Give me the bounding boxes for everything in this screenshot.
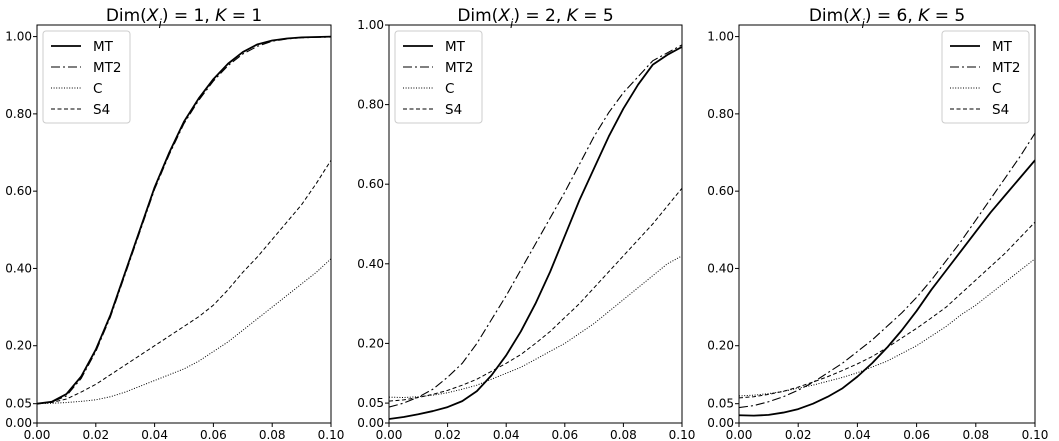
legend-label-c: C [992,81,1001,97]
title-part: Dim( [457,6,498,26]
series-line-mt [389,46,682,420]
title-part: K [215,6,228,26]
chart-title: Dim(Xi) = 6, K = 5 [809,6,965,31]
y-tick-label: 0.00 [357,416,384,430]
title-part: i [861,17,865,31]
legend-label-s4: S4 [992,102,1009,118]
x-tick-label: 0.10 [1022,428,1049,441]
y-tick-label: 0.05 [5,397,32,411]
title-part: i [510,17,514,31]
legend-label-c: C [93,81,102,97]
legend: MT MT2 C S4 [941,30,1030,124]
x-tick-label: 0.00 [376,428,403,441]
series-line-s4 [739,221,1035,399]
axes-frame [388,24,683,424]
y-tick-label: 0.05 [707,397,734,411]
legend-box [941,30,1030,124]
y-tick-label: 0.60 [707,184,734,198]
legend-label-c: C [445,81,454,97]
y-tick-label: 0.00 [707,416,734,430]
y-tick-label: 0.80 [5,107,32,121]
chart-panel-2: Dim(Xi) = 2, K = 5 0.00 0.02 0.04 0.06 0.08 0.… [357,6,695,441]
title-part: ) = 6, [865,6,918,26]
series-group [37,35,331,405]
x-tick-label: 0.02 [82,428,109,441]
axes-frame [36,24,332,424]
y-tick-label: 0.05 [357,396,384,410]
y-tick-label: 0.00 [5,416,32,430]
series-group [739,132,1035,417]
title-part: X [497,6,510,26]
x-tick-label: 0.08 [610,428,637,441]
legend-label-s4: S4 [445,102,462,118]
series-line-c [739,258,1035,397]
y-tick-label: 0.20 [5,339,32,353]
legend-label-mt2: MT2 [992,60,1020,76]
y-tick-label: 1.00 [357,18,384,32]
chart-panel-1: Dim(Xi) = 1, K = 1 0.00 0.02 0.04 0.06 0.08 0.… [5,6,344,441]
chart-title: Dim(Xi) = 1, K = 1 [106,6,262,31]
y-tick-label: 0.20 [707,339,734,353]
legend-label-mt: MT [992,39,1013,55]
y-tick-label: 0.20 [357,336,384,350]
series-line-s4 [37,159,331,405]
title-part: K [918,6,931,26]
title-part: ) = 2, [513,6,566,26]
y-tick-label: 1.00 [5,30,32,44]
x-tick-label: 0.04 [141,428,168,441]
title-part: K [567,6,580,26]
title-part: = 5 [578,6,614,26]
y-tick-label: 0.60 [5,184,32,198]
y-tick-label: 0.60 [357,177,384,191]
title-part: X [849,6,862,26]
x-tick-label: 0.06 [903,428,930,441]
x-tick-label: 0.06 [551,428,578,441]
x-tick-label: 0.10 [669,428,696,441]
x-tick-label: 0.08 [259,428,286,441]
x-tick-label: 0.08 [962,428,989,441]
title-part: i [158,17,162,31]
x-tick-label: 0.10 [318,428,345,441]
title-part: Dim( [106,6,147,26]
x-tick-label: 0.04 [844,428,871,441]
axes-frame [738,24,1036,424]
title-part: = 1 [226,6,262,26]
legend-label-mt: MT [445,39,466,55]
x-tick-label: 0.02 [785,428,812,441]
legend-label-mt2: MT2 [93,60,121,76]
x-tick-label: 0.02 [434,428,461,441]
series-group [389,44,682,420]
title-part: X [146,6,159,26]
x-tick-label: 0.06 [200,428,227,441]
series-line-mt2 [739,132,1035,409]
y-tick-label: 0.80 [357,98,384,112]
title-part: ) = 1, [162,6,215,26]
legend-label-s4: S4 [93,102,110,118]
y-tick-label: 0.40 [5,261,32,275]
legend-label-mt2: MT2 [445,60,473,76]
series-line-s4 [389,187,682,402]
legend: MT MT2 C S4 [394,30,483,124]
title-part: Dim( [809,6,850,26]
legend-label-mt: MT [93,39,114,55]
title-part: = 5 [929,6,965,26]
chart-panel-3: Dim(Xi) = 6, K = 5 0.00 0.02 0.04 0.06 0.08 0.… [707,6,1048,441]
x-tick-label: 0.00 [726,428,753,441]
chart-title: Dim(Xi) = 2, K = 5 [457,6,613,31]
y-tick-label: 0.40 [707,261,734,275]
y-tick-label: 0.40 [357,257,384,271]
series-line-mt2 [37,36,331,405]
series-line-c [37,258,331,405]
series-line-c [389,255,682,399]
x-tick-label: 0.04 [493,428,520,441]
legend-box [394,30,483,124]
series-line-mt2 [389,44,682,408]
x-tick-label: 0.00 [24,428,51,441]
y-tick-label: 1.00 [707,30,734,44]
legend: MT MT2 C S4 [42,30,131,124]
y-tick-label: 0.80 [707,107,734,121]
legend-box [42,30,131,124]
